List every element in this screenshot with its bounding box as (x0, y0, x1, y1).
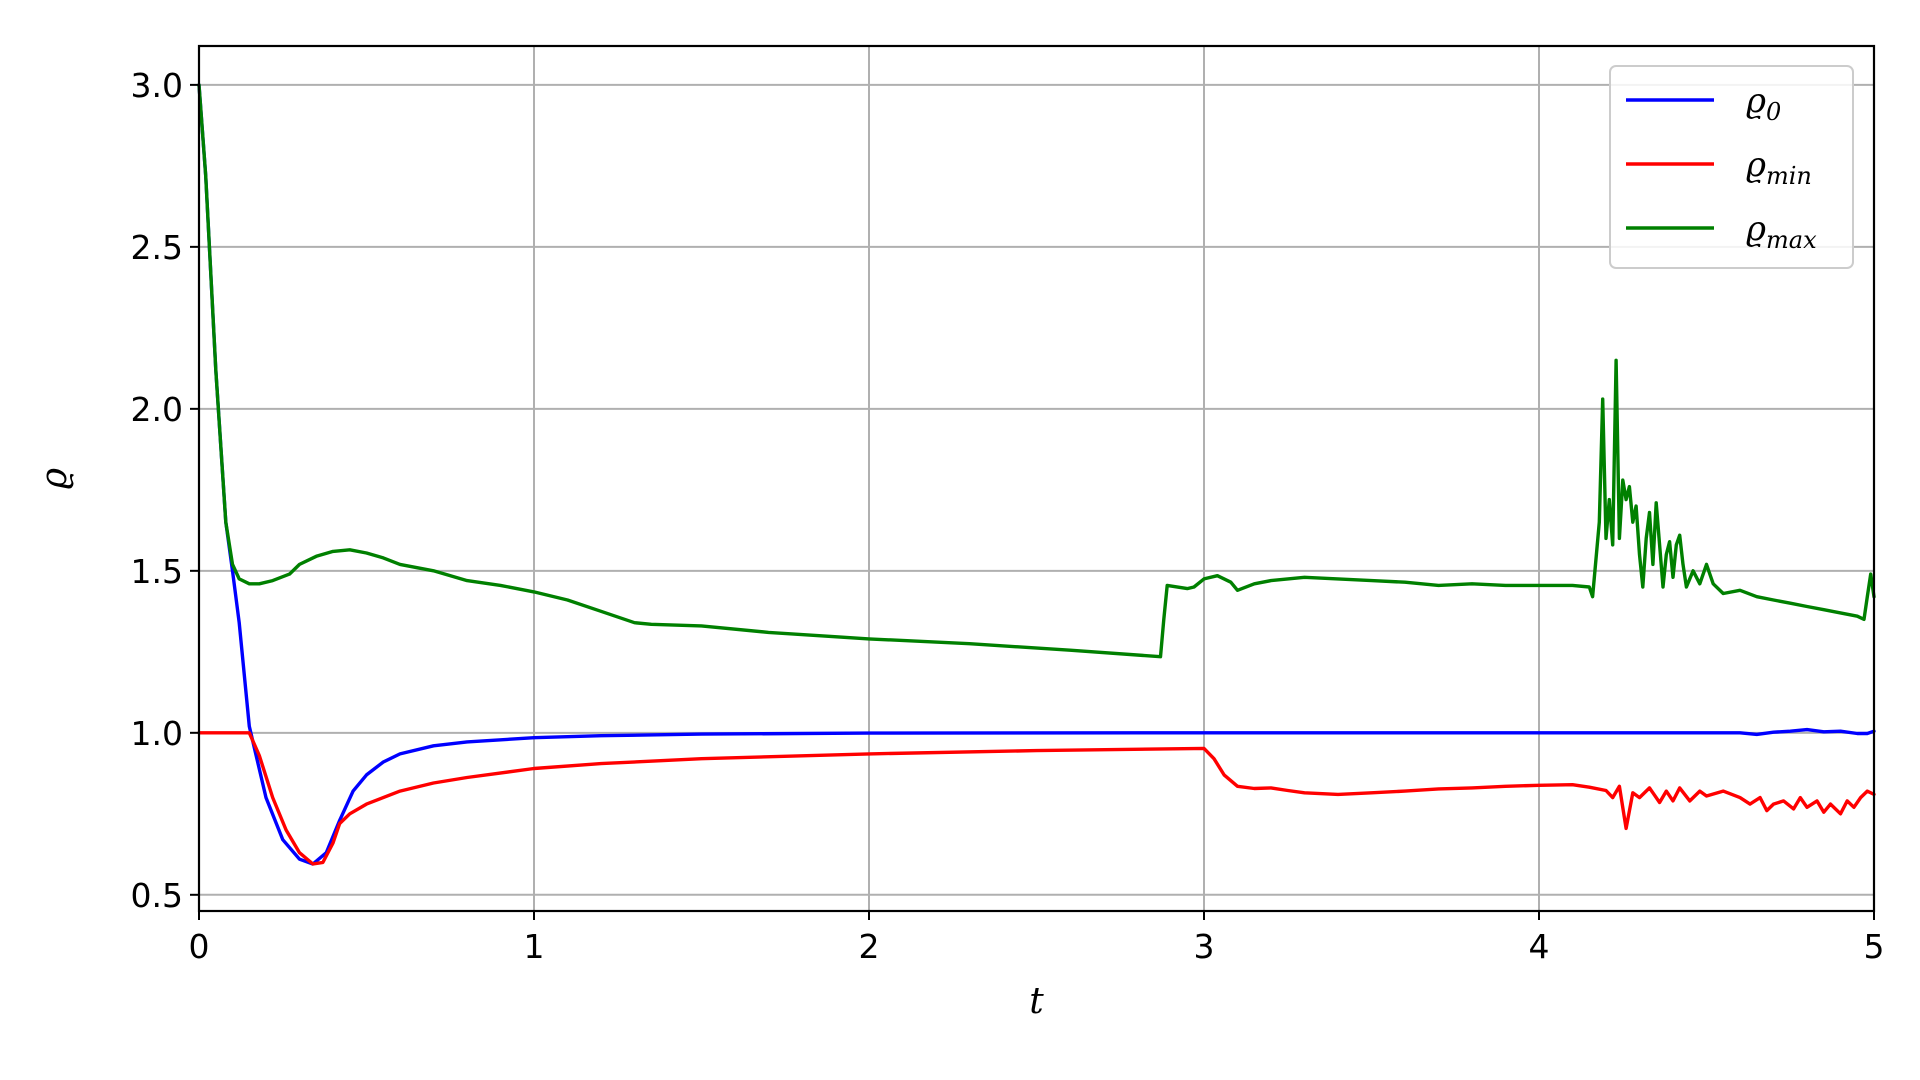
y-tick-label: 3.0 (131, 66, 183, 105)
legend-entry: ϱmin (1746, 145, 1812, 190)
x-tick-label: 1 (524, 927, 545, 966)
x-tick-label: 0 (189, 927, 210, 966)
series-line-min (197, 731, 1876, 866)
series-line-0 (197, 83, 1876, 866)
legend-entry: ϱ0 (1746, 81, 1781, 126)
y-tick-label: 1.0 (131, 714, 183, 753)
x-tick-label: 3 (1194, 927, 1215, 966)
plot-frame (197, 44, 1876, 913)
y-tick-label: 0.5 (131, 876, 183, 915)
legend-entry: ϱmax (1746, 209, 1817, 254)
axis-ticks: 0 1 2 3 4 5 0.5 1.0 1.5 2.0 2.5 3.0 (131, 66, 1885, 966)
y-tick-label: 2.5 (131, 228, 183, 267)
y-tick-label: 1.5 (131, 552, 183, 591)
x-tick-label: 2 (859, 927, 880, 966)
legend-box (1609, 65, 1854, 269)
y-axis-label: ϱ (34, 468, 75, 489)
series-line-max (197, 83, 1876, 659)
legend: ϱ0 ϱmin ϱmax (1609, 65, 1854, 269)
x-tick-label: 4 (1529, 927, 1550, 966)
plot-series (197, 83, 1876, 866)
x-tick-label: 5 (1864, 927, 1885, 966)
x-axis-label: t (1029, 981, 1044, 1022)
y-tick-label: 2.0 (131, 390, 183, 429)
